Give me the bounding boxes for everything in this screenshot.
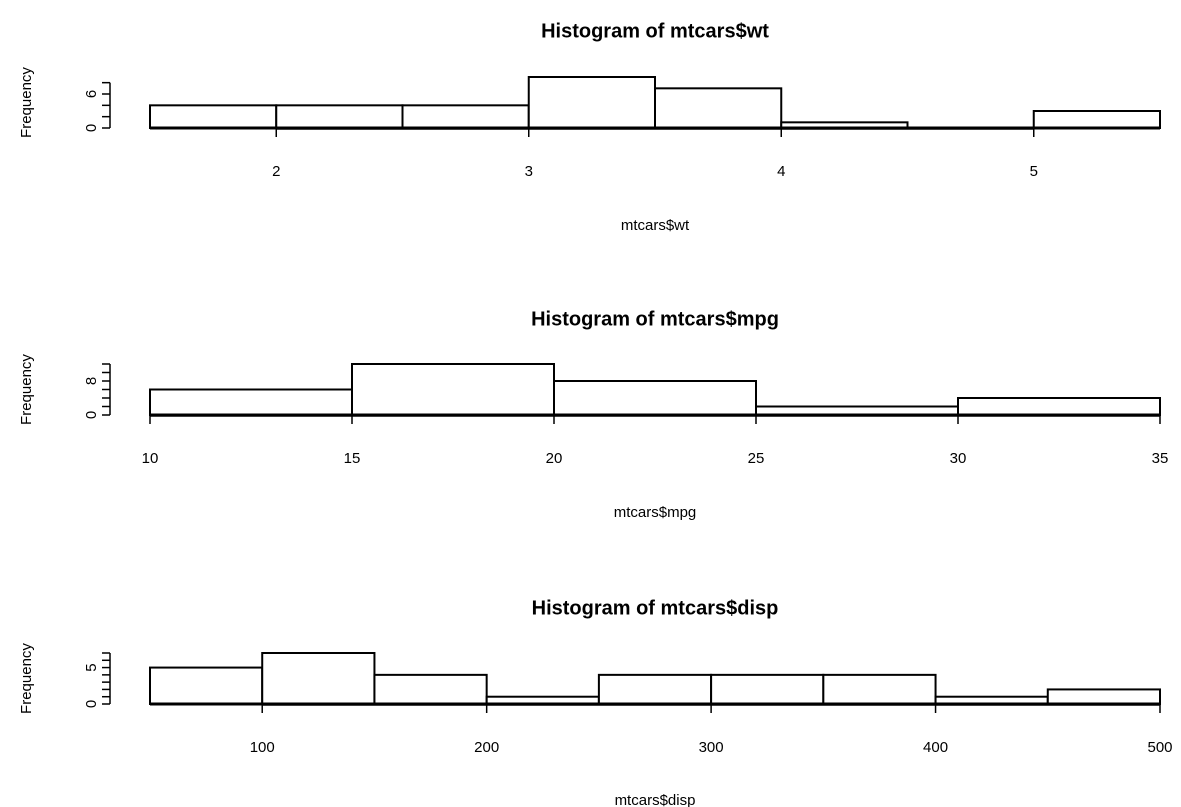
x-tick-label: 20 [546, 450, 563, 467]
chart-title: Histogram of mtcars$mpg [531, 308, 779, 330]
histogram-bar [1046, 688, 1162, 706]
x-tick-label: 100 [250, 739, 275, 756]
histogram-bar [149, 388, 353, 416]
y-axis-label: Frequency [18, 67, 35, 138]
histogram-bar [710, 673, 825, 705]
y-axis-label: Frequency [18, 354, 35, 425]
y-axis-label: Frequency [18, 643, 35, 714]
x-tick-label: 2 [272, 163, 280, 180]
x-tick-label: 10 [142, 450, 159, 467]
x-axis-label: mtcars$wt [621, 217, 690, 234]
x-tick-label: 35 [1152, 450, 1169, 467]
histogram-bar [527, 76, 656, 129]
y-tick-label: 0 [83, 124, 100, 132]
x-axis-label: mtcars$mpg [614, 504, 697, 521]
x-tick-label: 300 [699, 739, 724, 756]
chart-panel-2: Histogram of mtcars$mpg 10 15 20 25 30 35 mtcar… [18, 308, 1168, 521]
chart-title: Histogram of mtcars$wt [541, 20, 769, 42]
x-tick-label: 15 [344, 450, 361, 467]
x-tick-label: 200 [474, 739, 499, 756]
x-tick-label: 400 [923, 739, 948, 756]
y-tick-label: 6 [83, 90, 100, 98]
y-tick-label: 5 [83, 663, 100, 671]
histogram-bar [149, 666, 264, 705]
y-tick-label: 8 [83, 377, 100, 385]
histogram-bar [149, 104, 278, 130]
x-tick-label: 500 [1147, 739, 1172, 756]
histogram-bar [957, 397, 1161, 416]
x-tick-label: 3 [525, 163, 533, 180]
chart-title: Histogram of mtcars$disp [532, 597, 779, 619]
histogram-bar [275, 104, 404, 130]
x-axis-label: mtcars$disp [615, 792, 696, 807]
x-tick-label: 4 [777, 163, 785, 180]
chart-panel-1: Histogram of mtcars$wt 2 3 4 5 mtcars$wt 0 6 Fre… [18, 20, 1161, 234]
histogram-bar [261, 652, 376, 705]
histogram-bar [553, 380, 757, 416]
histogram-bar [1032, 110, 1161, 129]
histogram-bar [597, 673, 713, 705]
y-tick-label: 0 [83, 700, 100, 708]
x-tick-label: 5 [1030, 163, 1038, 180]
chart-panel-3: Histogram of mtcars$disp 100 200 300 400 500 m… [18, 597, 1173, 807]
histogram-bar [654, 87, 783, 130]
y-tick-label: 0 [83, 411, 100, 419]
x-tick-label: 30 [950, 450, 967, 467]
histogram-bar [373, 673, 488, 705]
histogram-bar [351, 363, 555, 416]
histogram-bar [401, 104, 530, 130]
x-tick-label: 25 [748, 450, 765, 467]
histogram-bar [822, 673, 937, 705]
